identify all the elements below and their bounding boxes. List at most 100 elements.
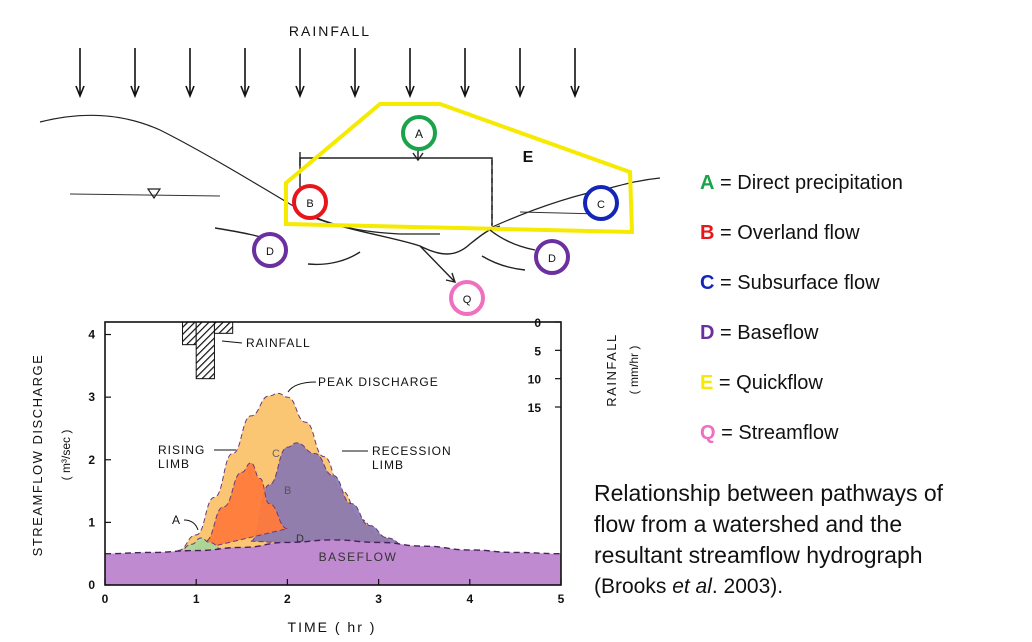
caption-line: resultant streamflow hydrograph (594, 542, 923, 568)
rain-arrow (350, 48, 360, 99)
rainfall-arrows (75, 48, 580, 99)
y2-axis-ticks: 0 5 10 15 (528, 316, 561, 415)
svg-text:Q: Q (463, 294, 472, 306)
rain-arrow (75, 48, 85, 99)
rain-arrow (295, 48, 305, 99)
y-tick-label: 4 (88, 328, 95, 342)
y-tick-label: 1 (88, 515, 95, 529)
legend-text: = Streamflow (715, 422, 839, 444)
y-tick-label: 3 (88, 390, 95, 404)
legend-text: = Subsurface flow (714, 272, 880, 294)
rain-arrow (460, 48, 470, 99)
hydrograph: 0 1 2 3 4 5 0 1 2 3 4 0 5 10 15 TIME ( hr ) STREAMFL… (30, 316, 641, 635)
annot-peak-leader (287, 381, 317, 393)
y2-tick-label: 10 (528, 373, 542, 387)
rain-arrow (515, 48, 525, 99)
y-axis-units: ( m³/sec ) (59, 430, 73, 481)
annot-peak: PEAK DISCHARGE (318, 375, 439, 389)
x-tick-label: 1 (193, 592, 200, 606)
legend-item-d: D = Baseflow (700, 320, 903, 370)
channel-precip-bracket (299, 157, 493, 225)
rain-arrow (240, 48, 250, 99)
y2-tick-label: 15 (528, 401, 542, 415)
y2-axis-label: RAINFALL (604, 333, 619, 406)
y-axis-label: STREAMFLOW DISCHARGE (30, 354, 45, 557)
annot-a: A (172, 513, 180, 527)
svg-text:C: C (597, 199, 605, 211)
hillslope-left (39, 114, 440, 235)
series-area-overland-flow (186, 462, 288, 553)
rain-arrow (185, 48, 195, 99)
circle-d-left: D (252, 232, 288, 268)
rain-arrow (130, 48, 140, 99)
stream-channel (299, 211, 501, 255)
baseflow-arrow-right-2 (481, 255, 526, 271)
cite-prefix: (Brooks (594, 575, 673, 598)
circle-q: Q (449, 280, 485, 316)
legend-text: = Quickflow (713, 372, 823, 394)
legend-item-q: Q = Streamflow (700, 420, 903, 470)
annot-baseflow: BASEFLOW (319, 550, 398, 564)
legend-item-c: C = Subsurface flow (700, 270, 903, 320)
y2-tick-label: 0 (534, 316, 541, 330)
baseflow-arrow-right-1 (489, 229, 536, 251)
legend-letter: C (700, 272, 715, 294)
caption-line: Relationship between pathways of (594, 480, 944, 506)
circle-a: A (401, 115, 437, 151)
legend-letter: Q (700, 422, 716, 444)
legend-text: = Overland flow (714, 222, 860, 244)
annot-rainfall-leader (221, 340, 243, 344)
caption-line: flow from a watershed and the (594, 511, 903, 537)
annot-recession-1: RECESSION (372, 444, 452, 458)
quickflow-polygon (284, 102, 635, 235)
cite-italic: et al (672, 575, 712, 598)
svg-text:A: A (415, 127, 423, 141)
y2-tick-label: 5 (534, 344, 541, 358)
annot-recession-2: LIMB (372, 458, 404, 472)
hillslope-right (489, 177, 661, 229)
rain-arrow (405, 48, 415, 99)
baseflow-separation-line (104, 539, 562, 555)
legend-letter: E (700, 372, 714, 394)
x-axis-label: TIME ( hr ) (288, 619, 377, 635)
svg-text:D: D (266, 246, 274, 258)
annot-rising-2: LIMB (158, 457, 190, 471)
y-tick-label: 2 (88, 453, 95, 467)
rainfall-title: RAINFALL (289, 23, 371, 39)
legend-item-e: E = Quickflow (700, 370, 903, 420)
legend-item-a: A = Direct precipitation (700, 170, 903, 220)
annot-c: C (272, 448, 280, 460)
streamflow-arrow (419, 245, 457, 283)
y2-axis-units: ( mm/hr ) (627, 346, 641, 395)
quickflow-label: E (523, 149, 534, 166)
hyetograph-bar (213, 321, 234, 334)
annot-rainfall: RAINFALL (246, 336, 311, 350)
water-table-icon (146, 188, 162, 200)
series-area-subsurface-flow (250, 442, 425, 551)
circle-c: C (583, 185, 619, 221)
legend-letter: D (700, 322, 715, 344)
legend-text: = Direct precipitation (714, 172, 903, 194)
svg-text:B: B (306, 198, 313, 210)
watershed-diagram: RAINFALL E A B C (39, 23, 661, 316)
annot-a-leader (183, 519, 199, 531)
hydrograph-areas (104, 392, 562, 585)
pathway-legend: A = Direct precipitation B = Overland fl… (700, 170, 903, 470)
series-area-baseflow (105, 539, 561, 585)
legend-item-b: B = Overland flow (700, 220, 903, 270)
annot-b: B (284, 485, 291, 497)
legend-letter: B (700, 222, 715, 244)
cite-suffix: . 2003). (711, 575, 784, 598)
hyetograph-bar (182, 321, 197, 346)
svg-text:D: D (548, 253, 556, 265)
water-table-left (69, 193, 221, 197)
legend-text: = Baseflow (714, 322, 819, 344)
rain-arrow (570, 48, 580, 99)
x-tick-label: 3 (375, 592, 382, 606)
plot-frame (104, 321, 562, 586)
y-tick-label: 0 (88, 578, 95, 592)
x-axis-ticks: 0 1 2 3 4 5 (102, 579, 565, 606)
figure-caption: Relationship between pathways of flow fr… (594, 478, 1014, 602)
baseflow-arrow-left-2 (307, 251, 361, 266)
